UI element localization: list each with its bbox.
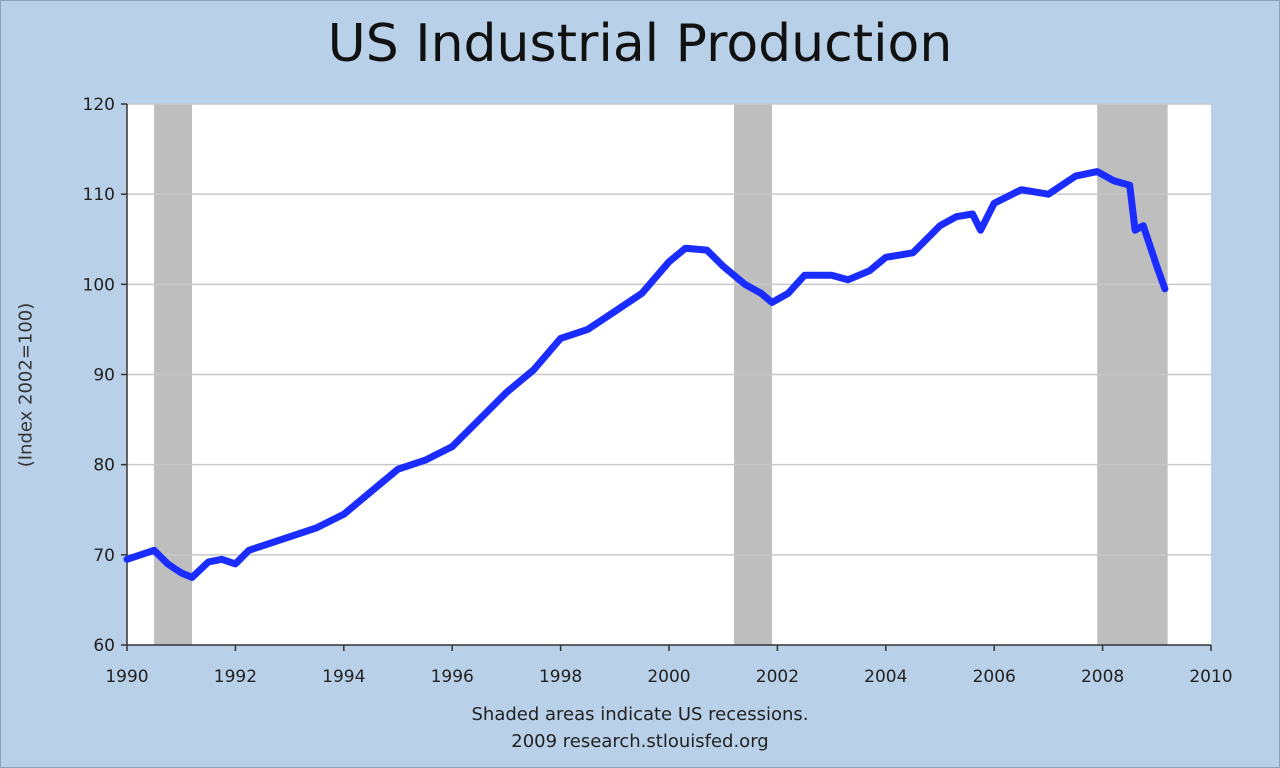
x-tick-label-2008: 2008 [1081, 667, 1124, 687]
recession-note: Shaded areas indicate US recessions. [471, 704, 809, 725]
y-tick-label-90: 90 [93, 366, 115, 386]
x-tick-label-2004: 2004 [864, 667, 907, 687]
y-tick-label-80: 80 [93, 456, 115, 476]
y-tick-label-120: 120 [83, 95, 115, 115]
chart-title: US Industrial Production [327, 14, 953, 74]
source-note: 2009 research.stlouisfed.org [511, 731, 769, 752]
x-tick-label-1994: 1994 [322, 667, 365, 687]
x-tick-label-2000: 2000 [647, 667, 690, 687]
x-tick-label-1992: 1992 [214, 667, 257, 687]
x-tick-label-2002: 2002 [756, 667, 799, 687]
x-tick-label-2010: 2010 [1189, 667, 1232, 687]
axis-layer [121, 103, 1212, 651]
x-tick-label-1998: 1998 [539, 667, 582, 687]
y-tick-label-70: 70 [93, 546, 115, 566]
y-tick-labels: 60 70 80 90 100 110 120 [83, 95, 115, 656]
y-tick-label-60: 60 [93, 636, 115, 656]
series-line-1 [123, 168, 1169, 581]
series-layer [123, 168, 1169, 581]
x-tick-label-2006: 2006 [973, 667, 1016, 687]
y-tick-label-110: 110 [83, 185, 115, 205]
x-tick-labels: 1990 1992 1994 1996 1998 2000 2002 2004 2006 2008… [105, 667, 1232, 687]
x-tick-label-1996: 1996 [431, 667, 474, 687]
y-tick-label-100: 100 [83, 275, 115, 295]
x-tick-label-1990: 1990 [105, 667, 148, 687]
